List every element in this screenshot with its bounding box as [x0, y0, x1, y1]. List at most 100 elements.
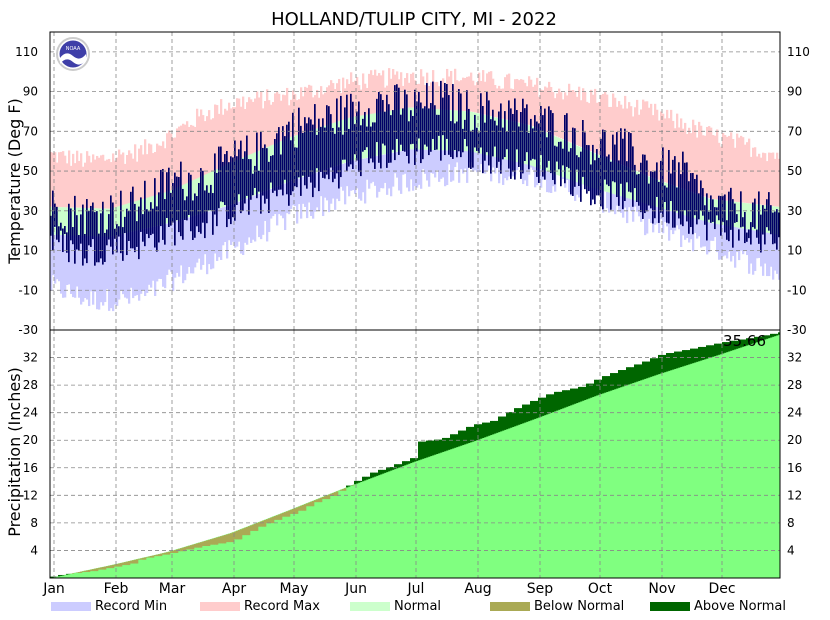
precip-above-normal-bar	[608, 376, 611, 392]
precip-above-normal-bar	[488, 422, 491, 436]
record-max-bar	[484, 81, 487, 115]
observed-temp-bar	[712, 199, 714, 222]
observed-temp-bar	[688, 181, 690, 234]
record-min-bar	[246, 198, 249, 245]
precip-below-normal-bar	[238, 530, 241, 540]
precip-below-normal-bar	[188, 545, 191, 550]
observed-temp-bar	[396, 84, 398, 139]
observed-temp-bar	[292, 112, 294, 192]
observed-temp-bar	[294, 147, 296, 187]
observed-temp-bar	[414, 89, 416, 165]
record-max-bar	[606, 94, 609, 159]
precip-above-normal-bar	[58, 574, 61, 577]
record-max-bar	[182, 123, 185, 186]
record-min-bar	[176, 220, 179, 273]
record-min-bar	[326, 169, 329, 201]
observed-temp-bar	[440, 80, 442, 161]
legend-swatch-record-min	[51, 601, 91, 611]
precip-above-normal-bar	[562, 390, 565, 409]
precip-below-normal-bar	[136, 559, 139, 564]
record-min-bar	[218, 208, 221, 258]
observed-temp-bar	[662, 147, 664, 218]
precip-below-normal-bar	[306, 503, 309, 507]
observed-temp-bar	[254, 165, 256, 188]
record-min-bar	[278, 185, 281, 215]
observed-temp-bar	[600, 138, 602, 207]
precip-below-normal-bar	[220, 536, 223, 544]
record-max-bar	[644, 101, 647, 175]
precip-below-normal-bar	[254, 523, 257, 531]
observed-temp-bar	[426, 83, 428, 147]
record-max-bar	[232, 107, 235, 163]
observed-temp-bar	[638, 173, 640, 206]
observed-temp-bar	[642, 154, 644, 219]
precip-above-normal-bar	[656, 358, 659, 375]
record-min-bar	[180, 219, 183, 266]
observed-temp-bar	[740, 191, 742, 228]
legend-below-normal: Below Normal	[490, 596, 624, 616]
temp-tick-label-right: 50	[787, 164, 802, 178]
record-min-bar	[478, 153, 481, 172]
record-max-bar	[94, 159, 97, 209]
observed-temp-bar	[684, 162, 686, 211]
observed-temp-bar	[184, 200, 186, 220]
precip-tick-label-right: 16	[787, 461, 802, 475]
record-min-bar	[306, 175, 309, 219]
precip-above-normal-bar	[658, 354, 661, 375]
temp-tick-label-right: 10	[787, 244, 802, 258]
record-min-bar	[116, 235, 119, 306]
record-max-bar	[570, 90, 573, 143]
record-max-bar	[488, 71, 491, 116]
record-min-bar	[138, 230, 141, 301]
observed-temp-bar	[548, 106, 550, 161]
observed-temp-bar	[672, 159, 674, 228]
record-max-bar	[192, 125, 195, 181]
record-min-bar	[92, 236, 95, 305]
observed-temp-bar	[398, 87, 400, 155]
observed-temp-bar	[624, 128, 626, 201]
observed-temp-bar	[528, 132, 530, 170]
precip-above-normal-bar	[670, 353, 673, 371]
record-min-bar	[332, 167, 335, 199]
month-tick-label: Nov	[648, 581, 675, 596]
record-min-bar	[650, 204, 653, 223]
record-min-bar	[80, 235, 83, 305]
record-max-bar	[212, 118, 215, 172]
precip-above-normal-bar	[366, 476, 369, 480]
record-max-bar	[248, 97, 251, 156]
record-min-bar	[464, 151, 467, 169]
precip-below-normal-bar	[126, 561, 129, 566]
observed-temp-bar	[188, 172, 190, 215]
observed-temp-bar	[286, 124, 288, 195]
record-max-bar	[280, 100, 283, 142]
observed-temp-bar	[660, 160, 662, 213]
record-max-bar	[778, 158, 781, 207]
observed-temp-bar	[334, 133, 336, 179]
precip-above-normal-bar	[726, 342, 729, 353]
record-min-bar	[112, 236, 115, 312]
precip-above-normal-bar	[566, 390, 569, 407]
observed-temp-bar	[448, 95, 450, 155]
legend-above-normal: Above Normal	[650, 596, 786, 616]
observed-temp-bar	[756, 229, 758, 238]
precip-above-normal-bar	[694, 348, 697, 363]
precip-below-normal-bar	[240, 529, 243, 540]
record-min-bar	[174, 221, 177, 278]
observed-temp-bar	[694, 178, 696, 216]
precipitation-axis-label: Precipitation (Inches)	[5, 367, 24, 537]
precip-above-normal-bar	[660, 354, 663, 374]
precip-above-normal-bar	[398, 464, 401, 468]
record-min-bar	[662, 208, 665, 234]
record-max-bar	[294, 94, 297, 136]
observed-temp-bar	[166, 172, 168, 218]
record-min-bar	[484, 154, 487, 174]
record-max-bar	[278, 93, 281, 143]
observed-temp-bar	[246, 135, 248, 196]
record-min-bar	[428, 149, 431, 187]
observed-temp-bar	[474, 114, 476, 148]
record-max-bar	[568, 83, 571, 142]
precip-below-normal-bar	[284, 512, 287, 517]
observed-temp-bar	[356, 111, 358, 161]
precip-above-normal-bar	[732, 340, 735, 351]
precip-below-normal-bar	[198, 542, 201, 548]
